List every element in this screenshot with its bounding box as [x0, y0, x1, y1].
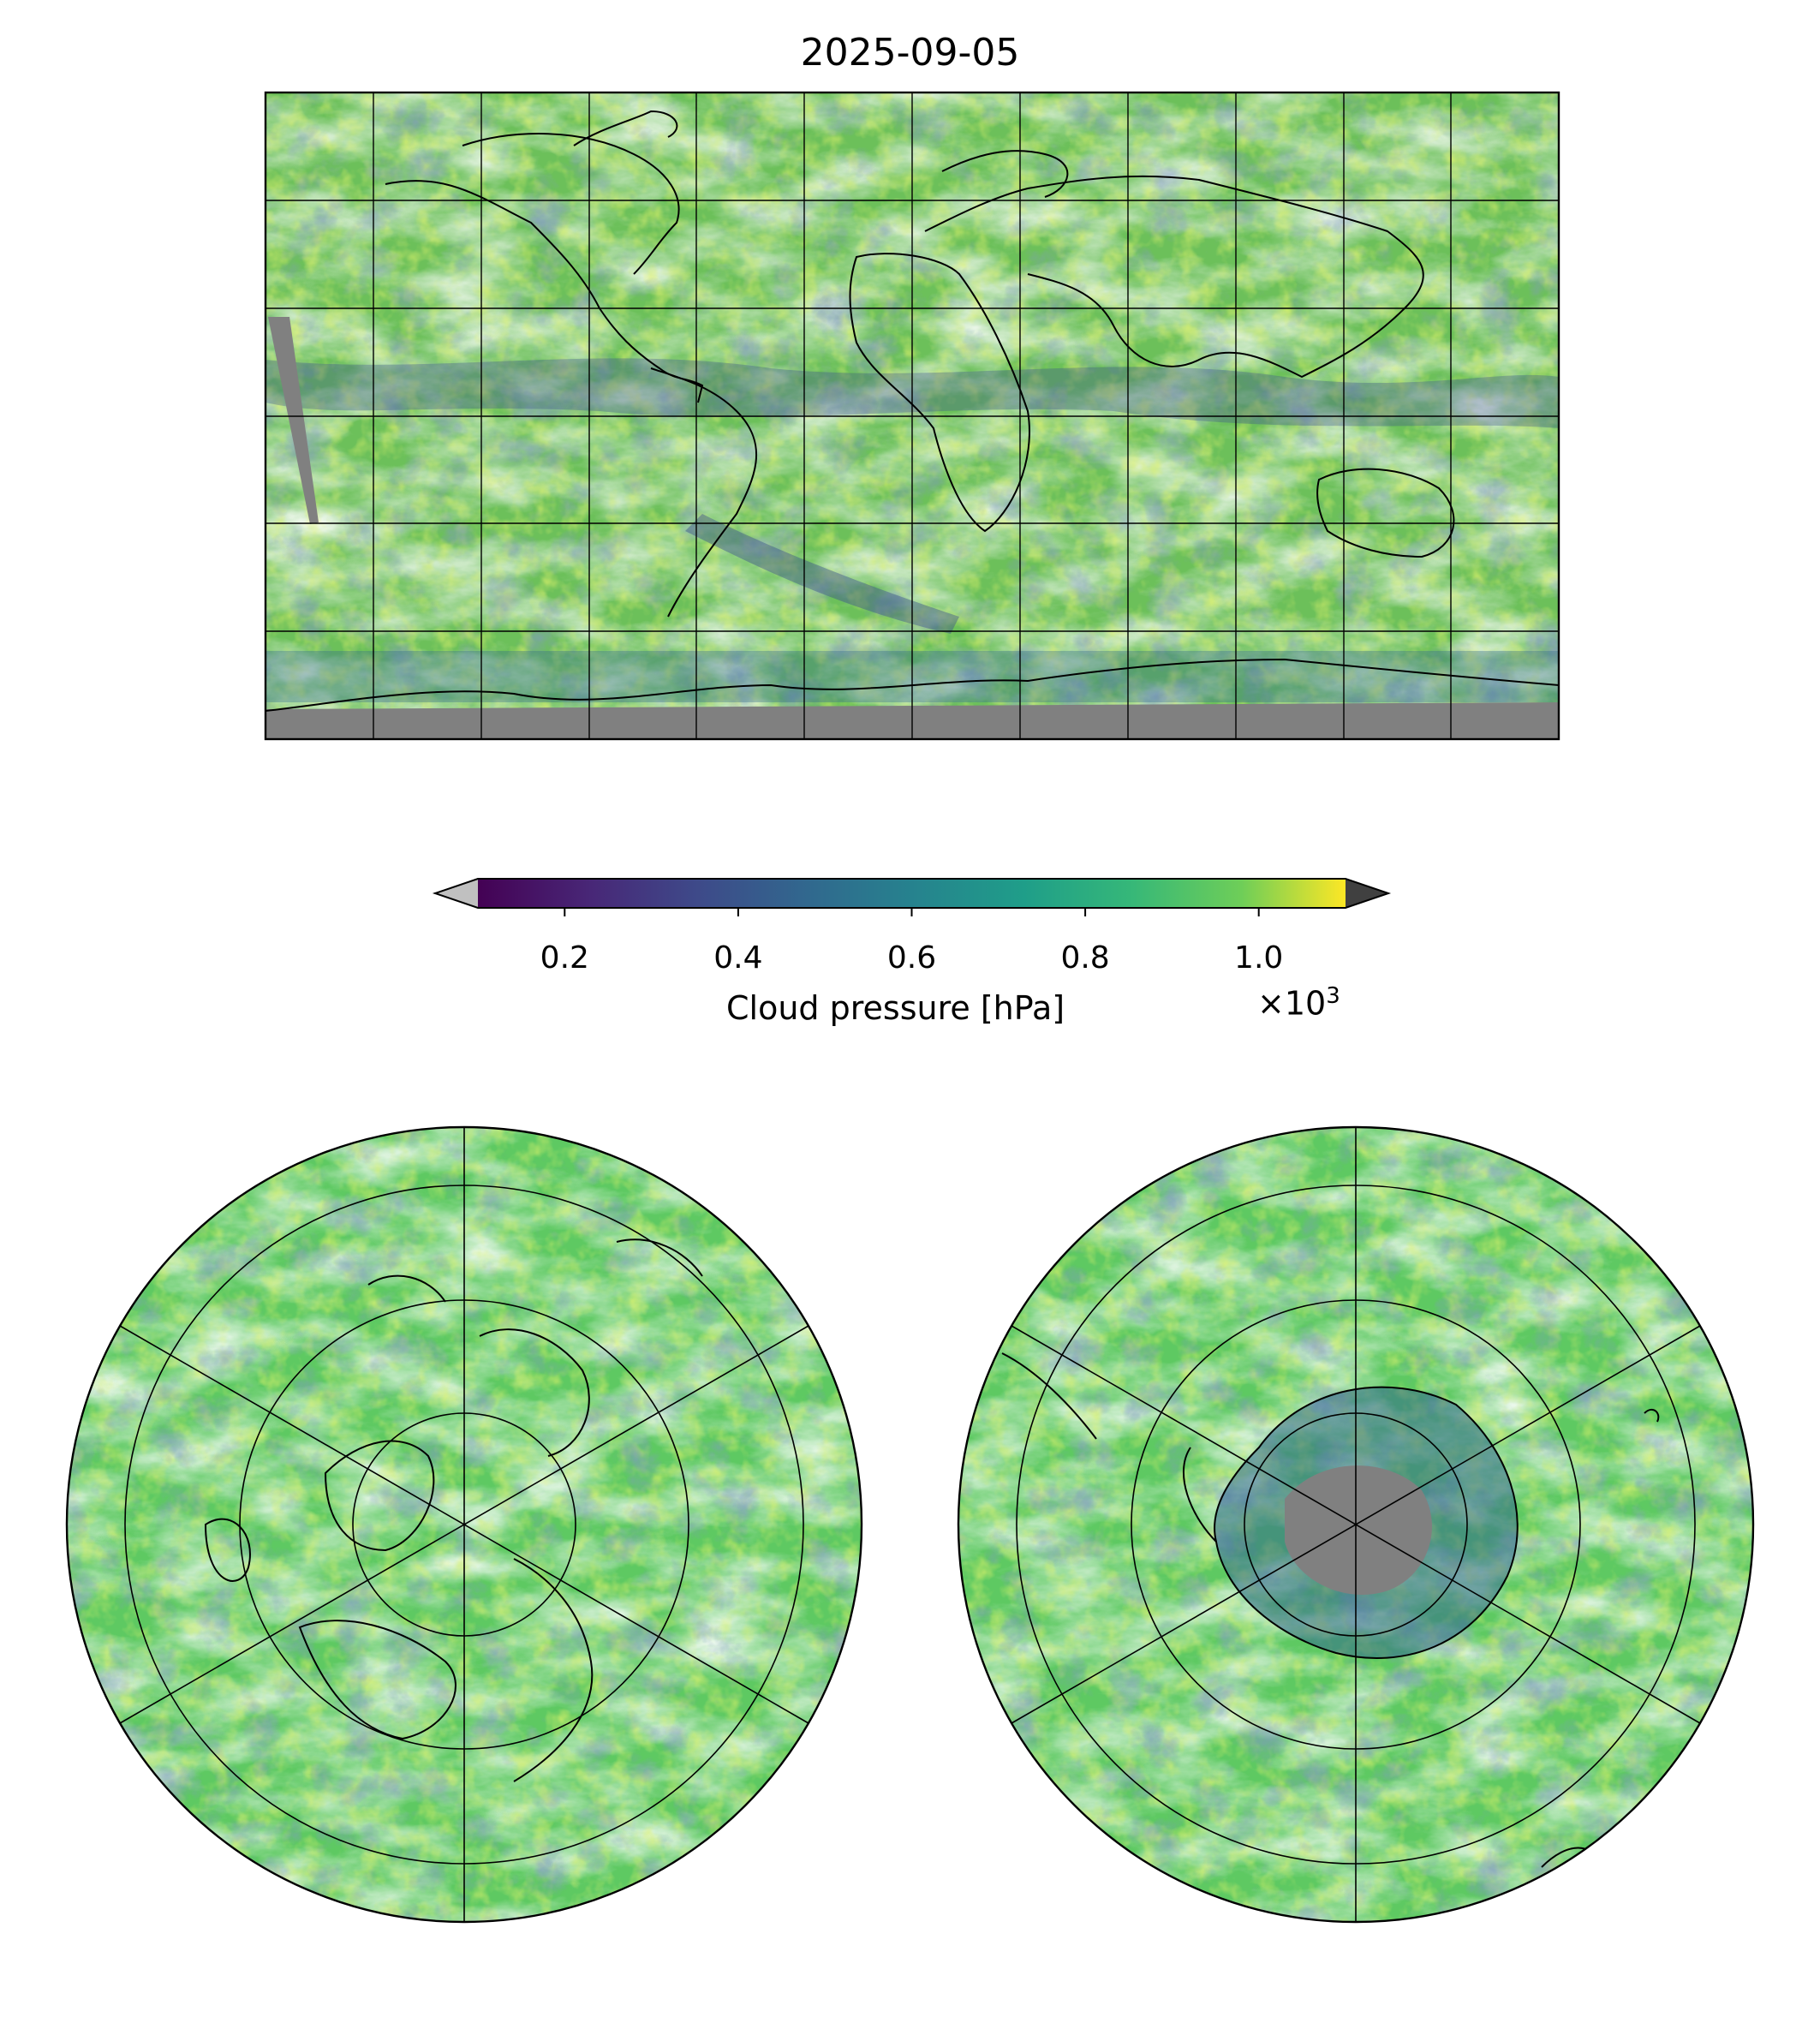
global-map-field	[266, 92, 1559, 739]
colorbar-ticks	[564, 908, 1260, 916]
colorbar-tick-label: 1.0	[1234, 940, 1284, 976]
global-map-panel	[264, 91, 1560, 741]
colorbar-tick-label: 0.2	[540, 940, 589, 976]
missing-data-swath	[268, 317, 319, 524]
north-coastlines	[204, 1238, 703, 1782]
colorbar-tick-label: 0.8	[1060, 940, 1110, 976]
south-coastlines	[1001, 1352, 1660, 1868]
colorbar	[432, 878, 1392, 916]
colorbar-multiplier-base: ×10	[1257, 984, 1327, 1023]
colorbar-gradient	[478, 879, 1346, 908]
north-gridlines	[119, 1127, 809, 1922]
global-map-frame	[264, 91, 1560, 741]
north-polar-frame	[65, 1125, 863, 1924]
south-gridlines	[1011, 1127, 1701, 1922]
colorbar-tick-label: 0.6	[886, 940, 937, 976]
south-polar-panel	[957, 1125, 1755, 1924]
colorbar-multiplier: ×103	[1257, 983, 1340, 1023]
south-polar-frame	[957, 1125, 1755, 1924]
north-polar-panel	[65, 1125, 863, 1924]
global-gridlines	[266, 92, 1559, 739]
colorbar-under-extension	[435, 879, 478, 908]
figure-title: 2025-09-05	[800, 31, 1020, 75]
colorbar-over-extension	[1346, 879, 1388, 908]
colorbar-multiplier-exponent: 3	[1326, 983, 1340, 1009]
global-coastlines	[266, 110, 1559, 712]
colorbar-tick-label: 0.4	[713, 940, 763, 976]
colorbar-label: Cloud pressure [hPa]	[726, 989, 1065, 1027]
south-missing-data	[1285, 1465, 1432, 1595]
